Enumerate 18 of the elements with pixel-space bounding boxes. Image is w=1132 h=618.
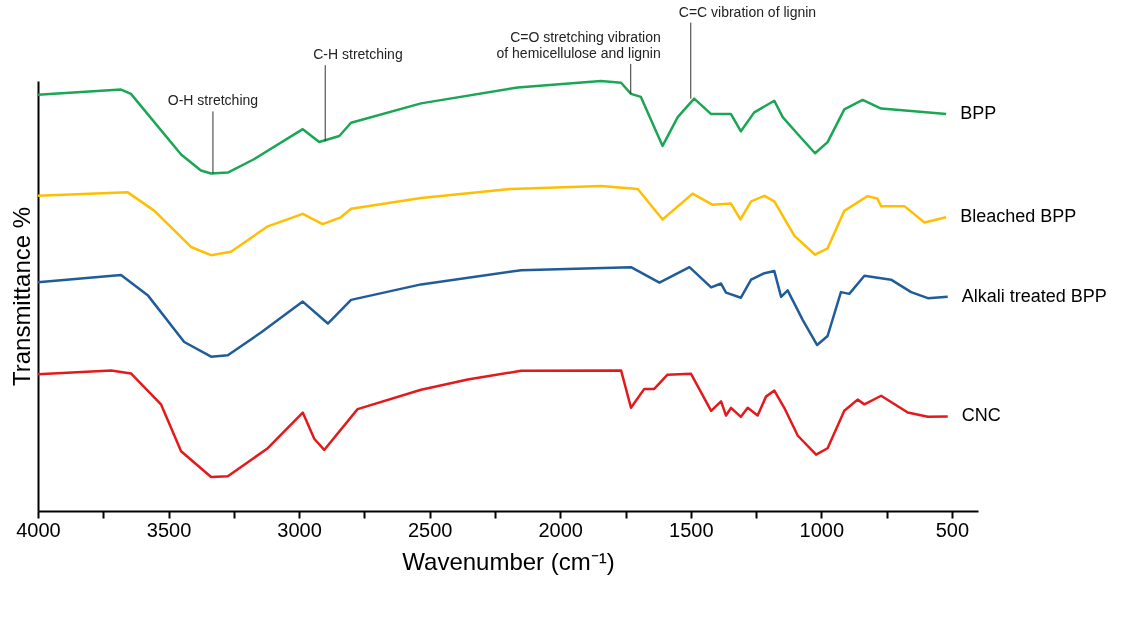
x-tick-label: 2000: [538, 518, 583, 541]
x-tick-label: 2500: [407, 518, 453, 541]
series-label: Bleached BPP: [960, 206, 1077, 227]
annotation: O-H stretching: [167, 92, 259, 109]
series-label: BPP: [960, 103, 997, 124]
x-axis-title: Wavenumber (cm⁻¹): [402, 547, 615, 575]
x-tick-label: 500: [935, 518, 970, 541]
x-tick-label: 3500: [146, 518, 192, 541]
annotation: C=O stretching vibration of hemicellulose and lignin: [496, 28, 661, 61]
x-tick-label: 1500: [669, 518, 714, 541]
x-tick-label: 3000: [277, 518, 322, 541]
series-label: CNC: [961, 405, 1001, 426]
annotation: C=C vibration of lignin: [678, 3, 817, 20]
series-label: Alkali treated BPP: [961, 285, 1107, 306]
y-axis-title: Transmittance %: [7, 206, 35, 387]
x-tick-label: 1000: [799, 518, 845, 541]
x-tick-label: 4000: [16, 518, 61, 541]
annotation: C-H stretching: [313, 46, 403, 63]
